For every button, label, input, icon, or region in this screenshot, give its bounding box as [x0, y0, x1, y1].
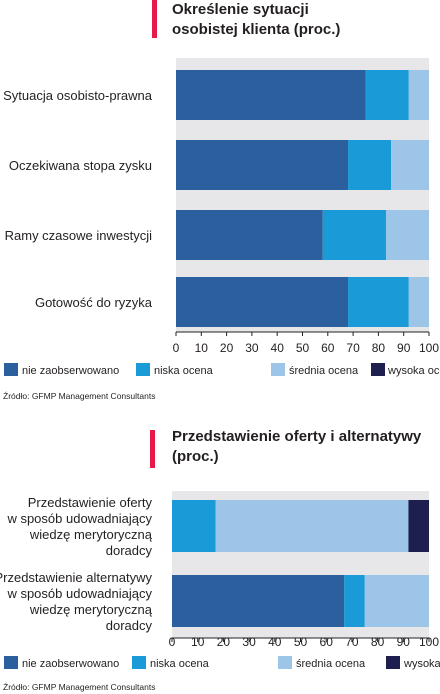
category-label: Sytuacja osobisto-prawna	[3, 88, 153, 103]
bar-segment	[176, 70, 366, 120]
bar-segment	[365, 70, 409, 120]
bar-segment	[385, 210, 429, 260]
bar-segment	[348, 277, 409, 327]
x-tick-label: 10	[191, 635, 205, 649]
title-accent-bar	[150, 430, 155, 468]
source-note: Źródło: GFMP Management Consultants	[3, 391, 155, 401]
category-label: Gotowość do ryzyka	[35, 295, 153, 310]
bar-segment	[322, 210, 386, 260]
legend-label: średnia ocena	[296, 658, 366, 670]
chart-title-line: Określenie sytuacji	[172, 1, 309, 18]
x-tick-label: 30	[245, 341, 259, 355]
x-tick-label: 70	[346, 341, 360, 355]
x-tick-label: 30	[242, 635, 256, 649]
chart-1: Określenie sytuacji osobistej klienta (pr…	[3, 0, 440, 401]
legend-swatch	[4, 656, 18, 669]
x-tick-label: 60	[320, 635, 334, 649]
legend-label: nie zaobserwowano	[22, 658, 119, 670]
x-tick-label: 40	[268, 635, 282, 649]
x-tick-label: 60	[321, 341, 335, 355]
x-tick-label: 100	[419, 635, 439, 649]
x-tick-label: 80	[372, 341, 386, 355]
category-label: wiedzę merytoryczną	[29, 527, 153, 542]
bar-segment	[408, 277, 429, 327]
bar-segment	[408, 70, 429, 120]
chart-title-line: osobistej klienta (proc.)	[172, 21, 340, 38]
x-tick-label: 80	[371, 635, 385, 649]
source-note: Źródło: GFMP Management Consultants	[3, 682, 155, 692]
bar-segment	[348, 140, 392, 190]
x-tick-label: 50	[294, 635, 308, 649]
bar-segment	[364, 575, 429, 627]
legend-label: wysoka ocena	[387, 365, 440, 377]
bar-segment	[172, 500, 216, 552]
bar-segment	[176, 277, 349, 327]
category-label: doradcy	[106, 618, 153, 633]
x-tick-label: 90	[397, 635, 411, 649]
legend-swatch	[371, 363, 385, 376]
category-label: wiedzę merytoryczną	[29, 602, 153, 617]
legend-swatch	[271, 363, 285, 376]
legend-label: nie zaobserwowano	[22, 365, 119, 377]
bar-segment	[176, 210, 323, 260]
bar-segment	[344, 575, 365, 627]
chart-2: Przedstawienie oferty i alternatywy (proc…	[0, 428, 440, 692]
x-tick-label: 40	[271, 341, 285, 355]
x-tick-label: 20	[220, 341, 234, 355]
title-accent-bar	[152, 0, 157, 38]
category-label: Przedstawienie oferty	[28, 495, 153, 510]
legend-swatch	[136, 363, 150, 376]
chart-title-line: (proc.)	[172, 448, 219, 465]
x-tick-label: 20	[217, 635, 231, 649]
legend-swatch	[278, 656, 292, 669]
x-tick-label: 50	[296, 341, 310, 355]
category-label: Oczekiwana stopa zysku	[9, 158, 152, 173]
x-tick-label: 10	[195, 341, 209, 355]
category-label: Przedstawienie alternatywy	[0, 570, 152, 585]
legend-swatch	[386, 656, 400, 669]
bar-segment	[172, 575, 345, 627]
x-tick-label: 0	[169, 635, 176, 649]
category-label: doradcy	[106, 543, 153, 558]
x-tick-label: 100	[419, 341, 439, 355]
legend-label: niska ocena	[154, 365, 214, 377]
legend-label: średnia ocena	[289, 365, 359, 377]
legend-swatch	[4, 363, 18, 376]
category-label: w sposób udowadniający	[6, 511, 152, 526]
legend-label: niska ocena	[150, 658, 210, 670]
chart-title-line: Przedstawienie oferty i alternatywy	[172, 428, 422, 445]
bar-segment	[408, 500, 429, 552]
x-tick-label: 90	[397, 341, 411, 355]
bar-segment	[176, 140, 349, 190]
legend-swatch	[132, 656, 146, 669]
x-tick-label: 70	[345, 635, 359, 649]
bar-segment	[391, 140, 429, 190]
category-label: w sposób udowadniający	[6, 586, 152, 601]
x-tick-label: 0	[173, 341, 180, 355]
legend-label: wysoka ocena	[403, 658, 440, 670]
category-label: Ramy czasowe inwestycji	[5, 228, 152, 243]
bar-segment	[215, 500, 409, 552]
